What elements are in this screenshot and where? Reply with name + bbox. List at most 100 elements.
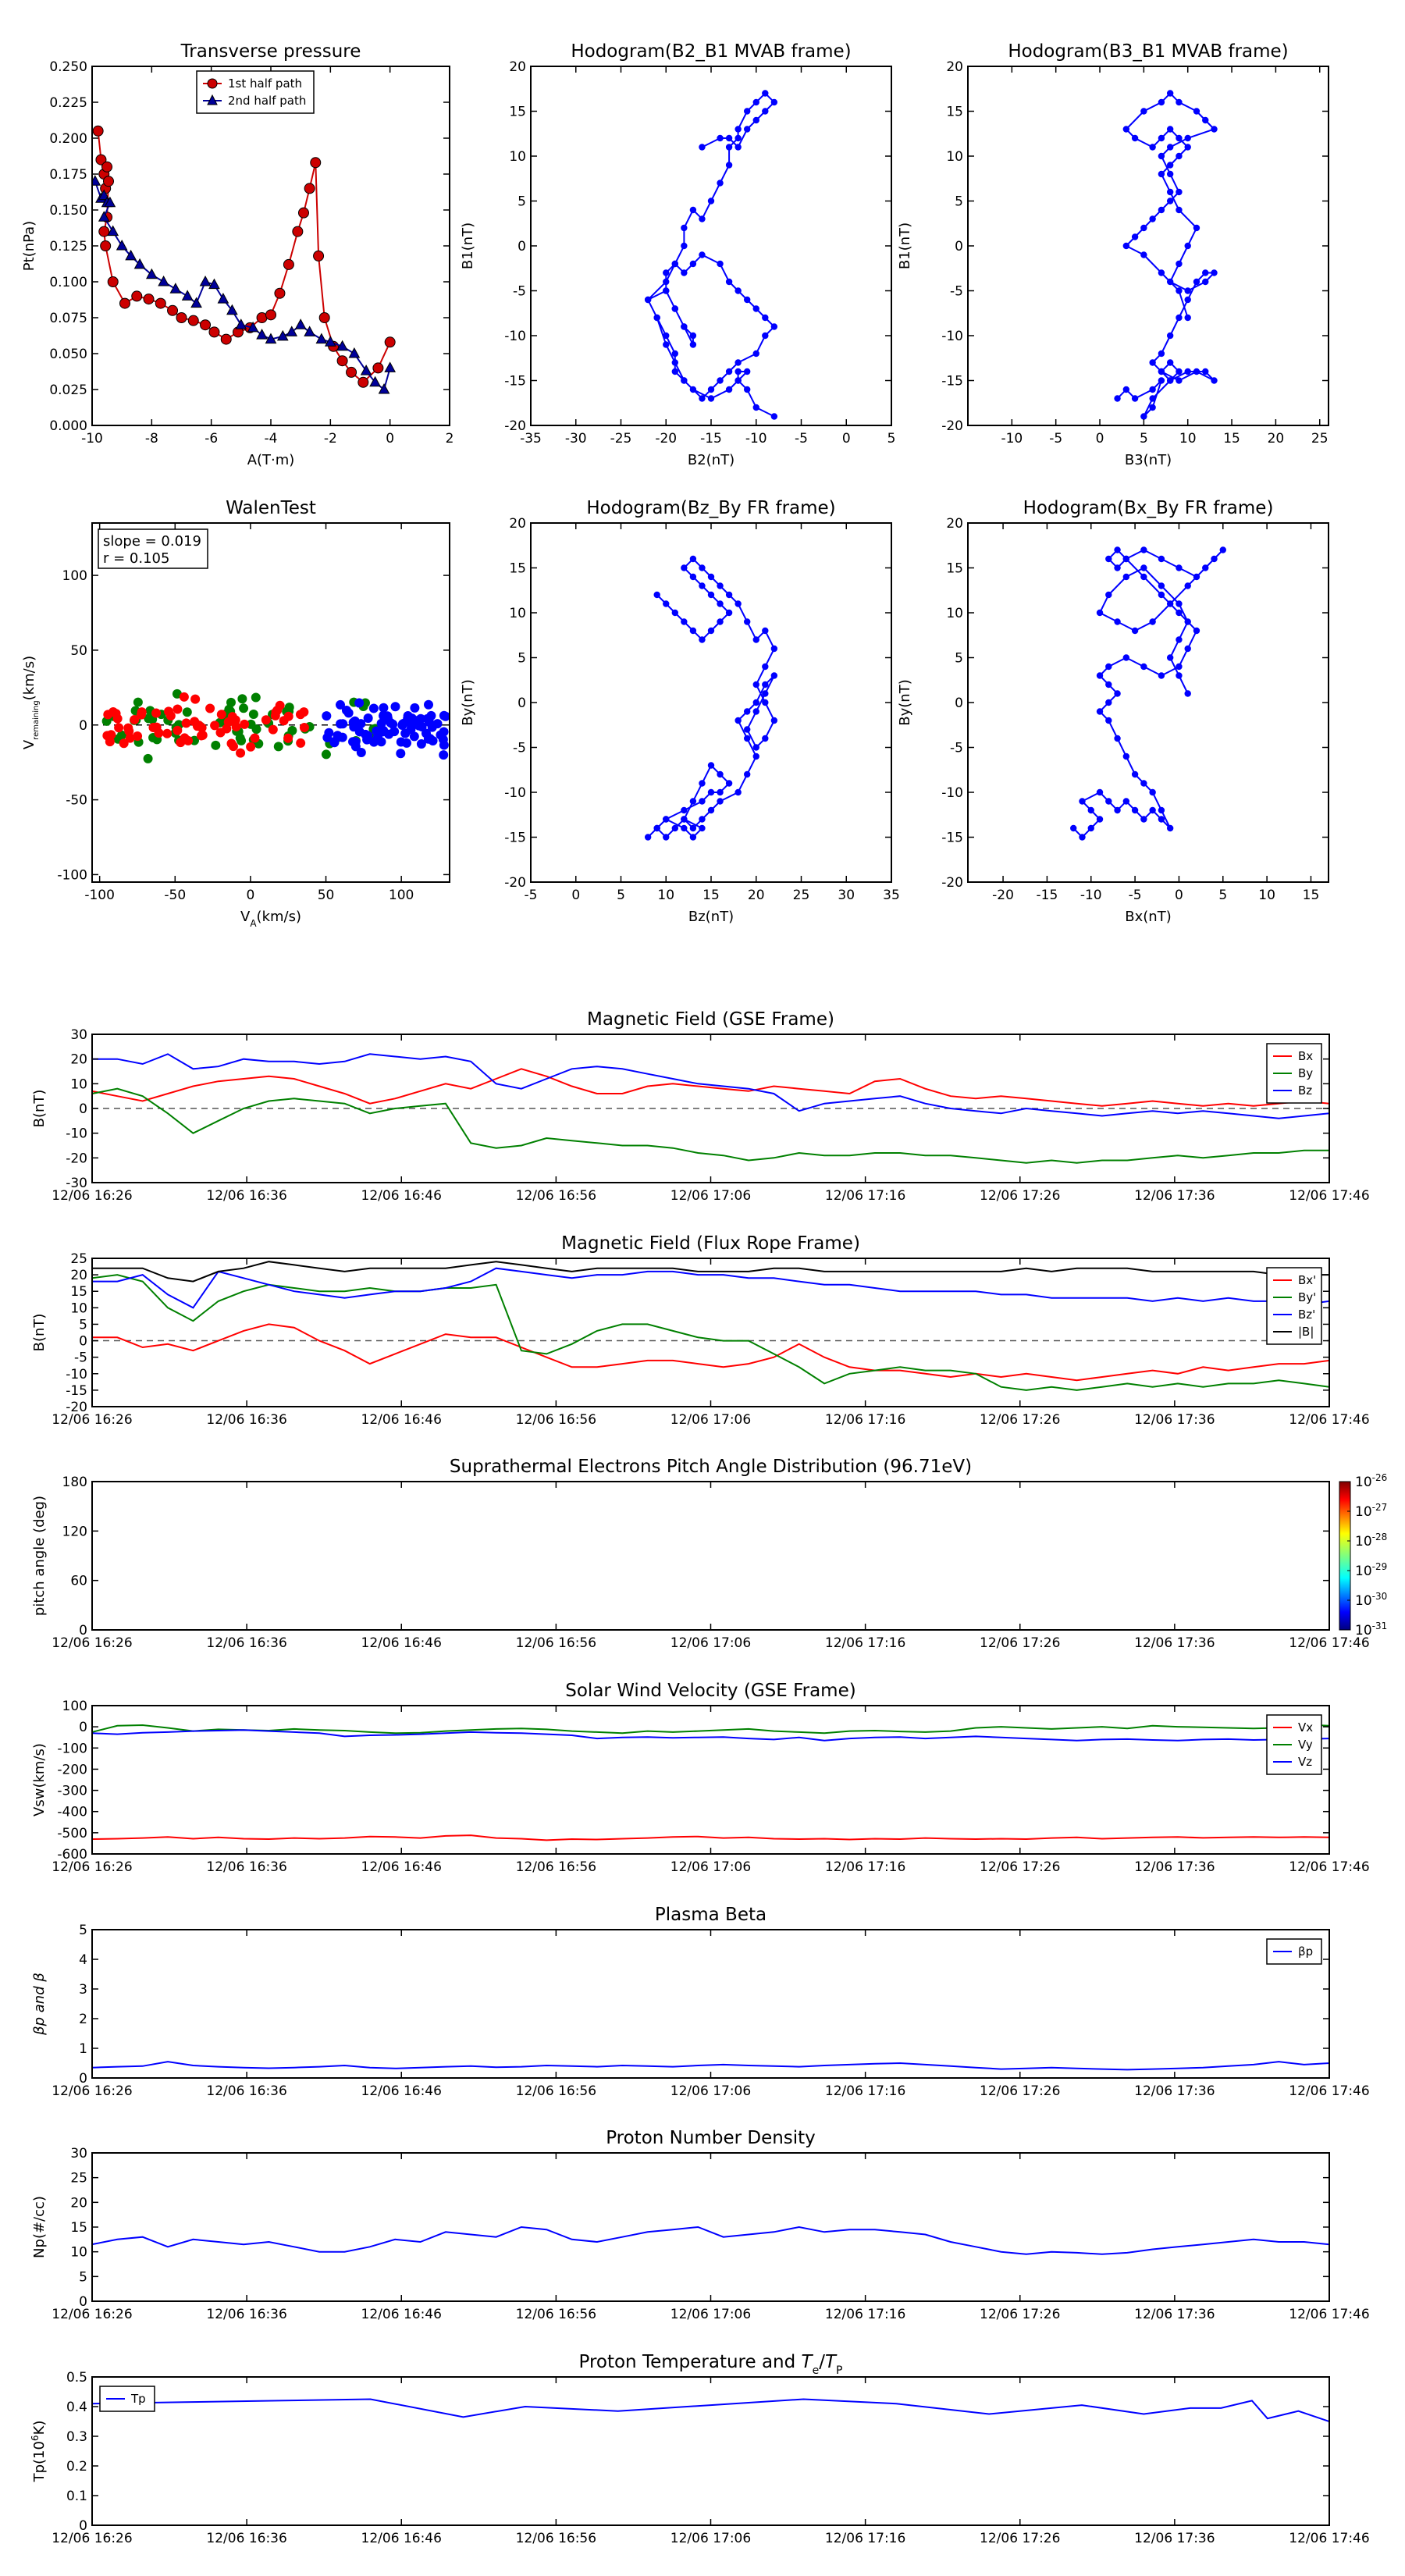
y-tick-label: 0.1: [66, 2489, 87, 2504]
x-tick-label: 12/06 16:56: [516, 1859, 596, 1875]
chart-title: Plasma Beta: [655, 1905, 767, 1925]
x-tick-label: -8: [145, 431, 158, 447]
data-point: [424, 699, 434, 710]
y-tick-label: 5: [79, 1317, 87, 1332]
x-tick-label: 10: [657, 888, 674, 903]
x-tick-label: 12/06 17:06: [670, 1412, 751, 1428]
data-point: [689, 627, 697, 635]
data-point: [1176, 134, 1183, 142]
data-point: [265, 309, 276, 321]
data-point: [707, 806, 715, 814]
x-tick-label: 12/06 17:26: [980, 1412, 1060, 1428]
y-tick-label: -500: [57, 1826, 87, 1841]
data-point: [98, 211, 110, 222]
data-point: [663, 269, 670, 276]
legend-label-Vx: Vx: [1298, 1720, 1313, 1735]
y-tick-label: -20: [941, 418, 963, 434]
data-point: [725, 162, 733, 169]
data-point: [663, 278, 670, 286]
x-axis-label: Bx(nT): [1125, 909, 1171, 925]
x-tick-label: 12/06 16:26: [52, 1635, 132, 1651]
data-point: [689, 260, 697, 268]
data-point: [322, 732, 333, 742]
data-point: [410, 703, 420, 713]
data-point: [725, 591, 733, 599]
series-line-By: [92, 1087, 1329, 1164]
y-tick-label: 5: [79, 2269, 87, 2285]
plot-frame: [91, 522, 450, 883]
data-point: [246, 719, 256, 729]
data-point: [762, 90, 769, 97]
legend: Bx' By' Bz' |B|: [1266, 1267, 1322, 1345]
legend: Bx By Bz: [1266, 1043, 1322, 1104]
data-point: [1158, 350, 1165, 358]
plot-area: [1114, 90, 1218, 420]
x-tick-label: 12/06 17:36: [1134, 1188, 1215, 1204]
data-point: [1131, 627, 1139, 635]
y-tick-label: 10: [70, 1076, 87, 1092]
data-point: [1158, 134, 1165, 142]
y-tick-label: -50: [66, 793, 87, 809]
data-point: [1122, 573, 1130, 581]
data-point: [163, 706, 173, 717]
plot-frame: [967, 66, 1329, 426]
panel-bfr: Magnetic Field (Flux Rope Frame) 12/06 16…: [31, 1233, 1370, 1428]
data-point: [324, 336, 336, 347]
data-point: [671, 824, 678, 832]
data-point: [699, 564, 706, 571]
panel-hod4: Hodogram(Bx_By FR frame) -20 -15 -10 -5 0 5 10 1…: [897, 498, 1329, 925]
x-tick-label: 5: [617, 888, 625, 903]
data-point: [735, 600, 742, 607]
data-point: [296, 738, 306, 748]
data-point: [725, 134, 733, 142]
data-point: [1140, 564, 1147, 571]
data-point: [735, 287, 742, 294]
y-tick-label: -15: [941, 831, 963, 846]
x-tick-label: 12/06 16:46: [361, 1635, 442, 1651]
x-tick-label: 12/06 16:46: [361, 1188, 442, 1204]
data-point: [220, 333, 232, 345]
data-point: [216, 710, 226, 720]
data-point: [363, 731, 373, 741]
x-tick-label: 0: [1096, 431, 1104, 447]
y-tick-label: 20: [946, 59, 963, 75]
y-tick-label: -100: [57, 867, 87, 883]
series-line-Vx: [92, 1834, 1329, 1841]
data-point: [190, 694, 201, 704]
data-point: [663, 600, 670, 607]
x-tick-label: 12/06 17:36: [1134, 1412, 1215, 1428]
x-tick-label: 12/06 17:26: [980, 1859, 1060, 1875]
data-point: [671, 305, 678, 312]
data-point: [1176, 663, 1183, 671]
data-point: [717, 600, 724, 607]
legend-marker: [207, 78, 218, 89]
data-point: [1114, 618, 1121, 625]
x-tick-label: 12/06 17:46: [1289, 1635, 1369, 1651]
data-point: [107, 276, 119, 287]
data-point: [725, 609, 733, 617]
plot-frame: [91, 1929, 1330, 2079]
y-axis-label: By(nT): [460, 679, 476, 725]
data-point: [689, 573, 697, 581]
data-point: [356, 748, 366, 758]
data-point: [251, 692, 261, 703]
plot-frame: [91, 1481, 1330, 1631]
y-tick-label: -10: [941, 329, 963, 344]
data-point: [368, 703, 379, 713]
data-point: [1176, 672, 1183, 679]
data-point: [436, 730, 446, 740]
data-point: [292, 226, 304, 237]
data-point: [116, 239, 128, 251]
data-point: [1131, 395, 1139, 402]
y-tick-label: 0.000: [49, 418, 87, 434]
data-point: [1176, 636, 1183, 643]
data-point: [1149, 215, 1156, 222]
y-tick-label: 20: [70, 1052, 87, 1068]
y-tick-label: 50: [70, 643, 87, 659]
data-point: [172, 688, 182, 699]
data-point: [1096, 672, 1104, 679]
panel-bgse: Magnetic Field (GSE Frame) 12/06 16:26 12/…: [31, 1009, 1370, 1204]
panel-vsw: Solar Wind Velocity (GSE Frame) 12/06 16:…: [31, 1681, 1370, 1875]
x-tick-label: 5: [887, 431, 896, 447]
